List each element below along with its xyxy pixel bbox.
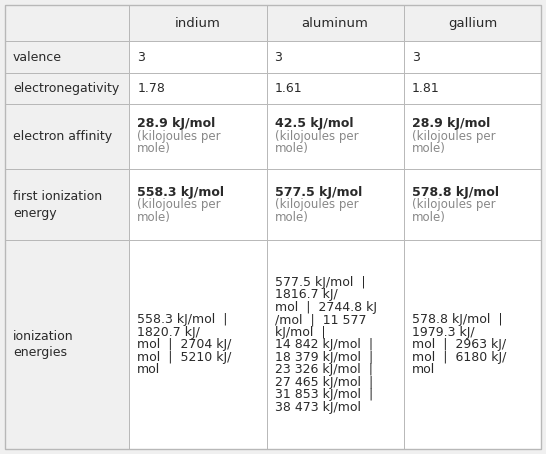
Bar [5, 104, 129, 169]
Text: 1979.3 kJ/: 1979.3 kJ/ [412, 326, 474, 339]
Text: electronegativity: electronegativity [13, 82, 119, 95]
Bar [5, 240, 129, 449]
Bar [129, 41, 266, 73]
Bar [266, 5, 404, 41]
Text: 14 842 kJ/mol  |: 14 842 kJ/mol | [275, 338, 373, 351]
Text: 18 379 kJ/mol  |: 18 379 kJ/mol | [275, 350, 373, 364]
Text: valence: valence [13, 51, 62, 64]
Bar [129, 73, 266, 104]
Bar [266, 41, 404, 73]
Bar [266, 73, 404, 104]
Text: 31 853 kJ/mol  |: 31 853 kJ/mol | [275, 388, 373, 401]
Text: gallium: gallium [448, 17, 497, 30]
Bar [404, 240, 541, 449]
Text: 577.5 kJ/mol: 577.5 kJ/mol [275, 186, 362, 199]
Text: 42.5 kJ/mol: 42.5 kJ/mol [275, 118, 353, 130]
Text: mol: mol [138, 363, 161, 376]
Text: mole): mole) [275, 211, 308, 224]
Text: indium: indium [175, 17, 221, 30]
Text: 3: 3 [275, 51, 282, 64]
Bar [129, 169, 266, 240]
Text: kJ/mol  |: kJ/mol | [275, 326, 325, 339]
Text: aluminum: aluminum [302, 17, 369, 30]
Bar [5, 73, 129, 104]
Bar [404, 169, 541, 240]
Bar [5, 169, 129, 240]
Text: 23 326 kJ/mol  |: 23 326 kJ/mol | [275, 363, 372, 376]
Text: 1820.7 kJ/: 1820.7 kJ/ [138, 326, 200, 339]
Text: 577.5 kJ/mol  |: 577.5 kJ/mol | [275, 276, 365, 289]
Text: 558.3 kJ/mol: 558.3 kJ/mol [138, 186, 224, 199]
Text: 1816.7 kJ/: 1816.7 kJ/ [275, 288, 337, 301]
Text: 578.8 kJ/mol  |: 578.8 kJ/mol | [412, 313, 502, 326]
Text: (kilojoules per: (kilojoules per [275, 198, 358, 211]
Text: mole): mole) [138, 143, 171, 155]
Bar [129, 240, 266, 449]
Bar [5, 5, 129, 41]
Text: 1.81: 1.81 [412, 82, 440, 95]
Bar [266, 104, 404, 169]
Text: 578.8 kJ/mol: 578.8 kJ/mol [412, 186, 499, 199]
Text: mol  |  6180 kJ/: mol | 6180 kJ/ [412, 350, 506, 364]
Text: /mol  |  11 577: /mol | 11 577 [275, 313, 366, 326]
Text: 3: 3 [138, 51, 145, 64]
Text: ionization
energies: ionization energies [13, 330, 74, 360]
Bar [266, 169, 404, 240]
Text: (kilojoules per: (kilojoules per [138, 198, 221, 211]
Text: (kilojoules per: (kilojoules per [275, 130, 358, 143]
Text: 1.78: 1.78 [138, 82, 165, 95]
Text: (kilojoules per: (kilojoules per [138, 130, 221, 143]
Text: mol  |  5210 kJ/: mol | 5210 kJ/ [138, 350, 232, 364]
Text: first ionization
energy: first ionization energy [13, 190, 102, 220]
Text: 3: 3 [412, 51, 420, 64]
Bar [404, 104, 541, 169]
Text: mole): mole) [275, 143, 308, 155]
Bar [129, 5, 266, 41]
Bar [404, 73, 541, 104]
Bar [5, 41, 129, 73]
Text: mol  |  2704 kJ/: mol | 2704 kJ/ [138, 338, 232, 351]
Text: mol  |  2744.8 kJ: mol | 2744.8 kJ [275, 301, 377, 314]
Text: 558.3 kJ/mol  |: 558.3 kJ/mol | [138, 313, 228, 326]
Bar [129, 104, 266, 169]
Text: 28.9 kJ/mol: 28.9 kJ/mol [138, 118, 216, 130]
Text: 28.9 kJ/mol: 28.9 kJ/mol [412, 118, 490, 130]
Text: 38 473 kJ/mol: 38 473 kJ/mol [275, 401, 360, 414]
Text: mole): mole) [412, 143, 446, 155]
Text: mol  |  2963 kJ/: mol | 2963 kJ/ [412, 338, 506, 351]
Text: 27 465 kJ/mol  |: 27 465 kJ/mol | [275, 375, 373, 389]
Text: mole): mole) [138, 211, 171, 224]
Text: 1.61: 1.61 [275, 82, 302, 95]
Text: (kilojoules per: (kilojoules per [412, 198, 495, 211]
Bar [404, 41, 541, 73]
Bar [266, 240, 404, 449]
Text: (kilojoules per: (kilojoules per [412, 130, 495, 143]
Bar [404, 5, 541, 41]
Text: mole): mole) [412, 211, 446, 224]
Text: electron affinity: electron affinity [13, 130, 112, 143]
Text: mol: mol [412, 363, 435, 376]
